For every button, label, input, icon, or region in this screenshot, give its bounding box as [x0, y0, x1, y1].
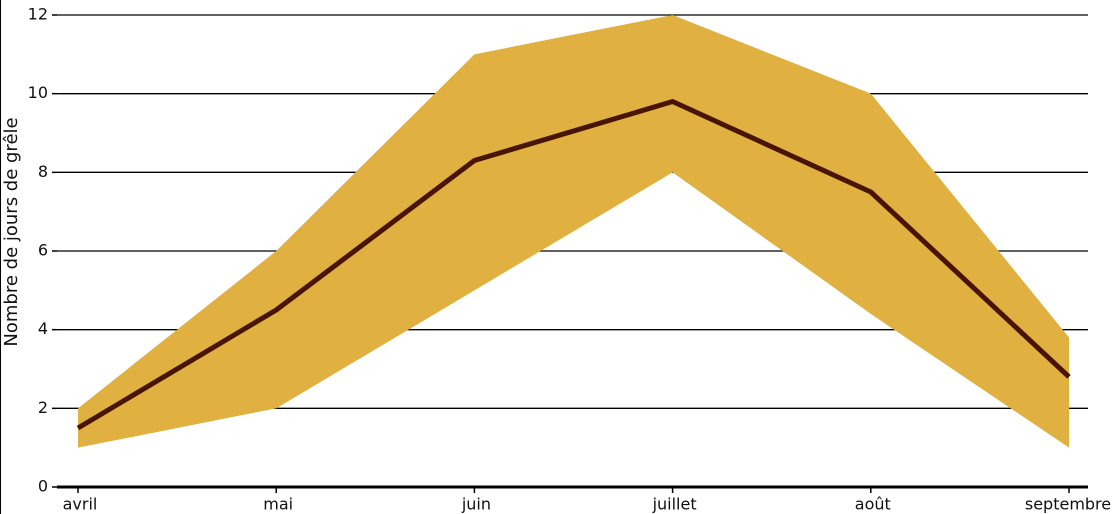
x-tick-label: août: [855, 495, 891, 514]
y-tick-label: 6: [38, 241, 48, 260]
y-tick-label: 12: [28, 5, 48, 24]
x-tick-label: juillet: [652, 495, 697, 514]
line: [76, 99, 1071, 431]
y-tick-label: 2: [38, 398, 48, 417]
y-tick-label: 4: [38, 319, 48, 338]
y-tick-label: 10: [28, 83, 48, 102]
x-tick-label: septembre: [1025, 495, 1111, 514]
y-tick-label: 0: [38, 477, 48, 496]
y-axis-label: Nombre de jours de grêle: [1, 117, 22, 346]
x-tick-label: juin: [461, 495, 491, 514]
x-tick-label: mai: [263, 495, 293, 514]
y-tick-label: 8: [38, 162, 48, 181]
range-band: [78, 15, 1069, 448]
x-tick-label: avril: [63, 495, 98, 514]
